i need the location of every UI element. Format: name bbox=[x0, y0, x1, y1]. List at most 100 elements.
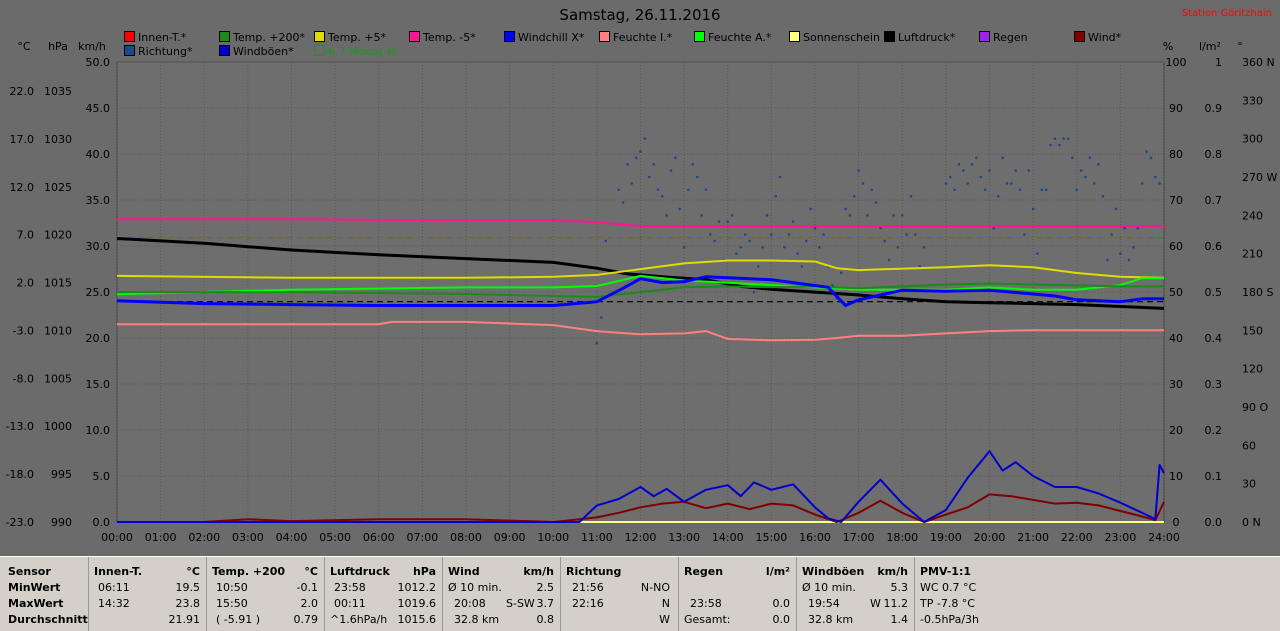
stats-title: Wind bbox=[448, 565, 480, 578]
direction-point bbox=[709, 233, 712, 236]
direction-point bbox=[661, 194, 664, 198]
stats-value: 2.0 bbox=[300, 597, 319, 610]
stats-value: 0.0 bbox=[772, 597, 791, 610]
direction-point bbox=[922, 245, 926, 249]
direction-point bbox=[756, 265, 760, 268]
stats-label: Ø 10 min. bbox=[448, 581, 502, 594]
legend-item: Regen bbox=[979, 31, 1028, 44]
tick-label-celsius: 7.0 bbox=[17, 229, 35, 242]
tick-label-kmh: 20.0 bbox=[86, 332, 111, 345]
direction-point bbox=[1031, 207, 1035, 211]
direction-point bbox=[621, 201, 625, 204]
direction-point bbox=[1066, 137, 1070, 140]
direction-point bbox=[1062, 137, 1065, 140]
row-label-avg: Durchschnitt bbox=[8, 613, 88, 626]
tick-label-hpa: 1010 bbox=[44, 324, 72, 337]
direction-point bbox=[704, 188, 708, 192]
direction-point bbox=[883, 239, 887, 243]
legend-item: Wind* bbox=[1074, 31, 1121, 44]
stats-pmv: PMV-1:1 WC 0.7 °C TP -7.8 °C -0.5hPa/3h bbox=[914, 557, 1024, 631]
direction-point bbox=[1153, 175, 1157, 179]
direction-point bbox=[1075, 188, 1079, 192]
stats-time: 20:08 bbox=[454, 597, 486, 610]
direction-point bbox=[900, 214, 904, 217]
legend-label: Sonnenschein bbox=[803, 31, 880, 44]
direction-point bbox=[1088, 156, 1092, 160]
tick-label-rain: 0.1 bbox=[1205, 470, 1223, 483]
legend-label: Windchill X* bbox=[518, 31, 585, 44]
series-line bbox=[117, 282, 1164, 298]
stats-time: 23:58 bbox=[690, 597, 722, 610]
tick-label-time: 12:00 bbox=[625, 531, 657, 544]
tick-label-time: 09:00 bbox=[494, 531, 526, 544]
tick-label-time: 13:00 bbox=[668, 531, 700, 544]
direction-point bbox=[1127, 258, 1131, 262]
direction-point bbox=[1132, 245, 1135, 249]
series-line bbox=[117, 450, 1165, 523]
tick-label-time: 06:00 bbox=[363, 531, 395, 544]
tick-label-time: 02:00 bbox=[188, 531, 220, 544]
direction-point bbox=[866, 214, 869, 217]
direction-point bbox=[874, 201, 878, 204]
direction-point bbox=[626, 162, 629, 166]
tick-label-percent: 100 bbox=[1166, 56, 1187, 69]
direction-point bbox=[674, 156, 677, 160]
legend-swatch bbox=[219, 31, 230, 42]
tick-label-time: 15:00 bbox=[756, 531, 788, 544]
legend-swatch bbox=[1074, 31, 1085, 42]
tick-label-hpa: 1020 bbox=[44, 229, 72, 242]
tick-label-percent: 60 bbox=[1169, 240, 1183, 253]
direction-point bbox=[765, 214, 769, 217]
tick-label-percent: 10 bbox=[1169, 470, 1183, 483]
stats-panel: Sensor MinWert MaxWert Durchschnitt Inne… bbox=[0, 556, 1280, 631]
direction-point bbox=[647, 175, 651, 179]
stats-value: N bbox=[661, 597, 670, 610]
direction-point bbox=[1097, 162, 1100, 166]
stats-value: 1015.6 bbox=[397, 613, 437, 626]
tick-label-direction: 150 bbox=[1242, 324, 1263, 337]
series-line bbox=[116, 275, 1164, 307]
legend-swatch bbox=[219, 45, 230, 56]
tick-label-percent: 30 bbox=[1169, 378, 1183, 391]
direction-point bbox=[1018, 188, 1022, 192]
legend-item: Windchill X* bbox=[504, 31, 584, 44]
tick-label-rain: 1 bbox=[1215, 56, 1222, 69]
stats-value: 3.7 bbox=[536, 597, 555, 610]
direction-point bbox=[1105, 258, 1109, 262]
stats-boeen: Windböen km/h Ø 10 min. 5.3 19:54 W 11.2 32.… bbox=[796, 557, 915, 631]
direction-point bbox=[957, 162, 961, 166]
direction-point bbox=[1110, 233, 1113, 236]
legend-swatch bbox=[124, 45, 135, 56]
tick-label-percent: 40 bbox=[1169, 332, 1183, 345]
tick-label-time: 08:00 bbox=[450, 531, 482, 544]
direction-point bbox=[892, 214, 895, 217]
direction-point bbox=[1084, 175, 1087, 179]
tick-label-hpa: 1005 bbox=[44, 372, 72, 385]
direction-point bbox=[717, 220, 721, 224]
tick-label-direction: 30 bbox=[1242, 478, 1256, 491]
direction-point bbox=[1119, 252, 1122, 255]
direction-point bbox=[1092, 182, 1096, 185]
tick-label-direction: 180 S bbox=[1242, 286, 1273, 299]
tick-label-time: 23:00 bbox=[1105, 531, 1137, 544]
stats-value: 21.91 bbox=[168, 613, 201, 626]
direction-point bbox=[634, 156, 638, 160]
direction-point bbox=[617, 188, 620, 192]
tick-label-time: 03:00 bbox=[232, 531, 264, 544]
legend-label: Regen bbox=[993, 31, 1028, 44]
stats-value: 0.0 bbox=[772, 613, 791, 626]
stats-time: 21:56 bbox=[572, 581, 604, 594]
legend-label: Windböen* bbox=[233, 45, 294, 58]
direction-point bbox=[783, 245, 786, 249]
stats-unit: l/m² bbox=[765, 565, 790, 578]
legend-item: Temp. -5* bbox=[409, 31, 476, 44]
direction-point bbox=[1014, 169, 1017, 172]
stats-value: 23.8 bbox=[175, 597, 201, 610]
direction-point bbox=[988, 169, 991, 172]
direction-point bbox=[970, 162, 974, 166]
legend-item: Innen-T.* bbox=[124, 31, 186, 44]
direction-point bbox=[682, 245, 686, 249]
direction-point bbox=[852, 194, 856, 198]
tick-label-rain: 0.4 bbox=[1205, 332, 1223, 345]
legend-swatch bbox=[409, 31, 420, 42]
